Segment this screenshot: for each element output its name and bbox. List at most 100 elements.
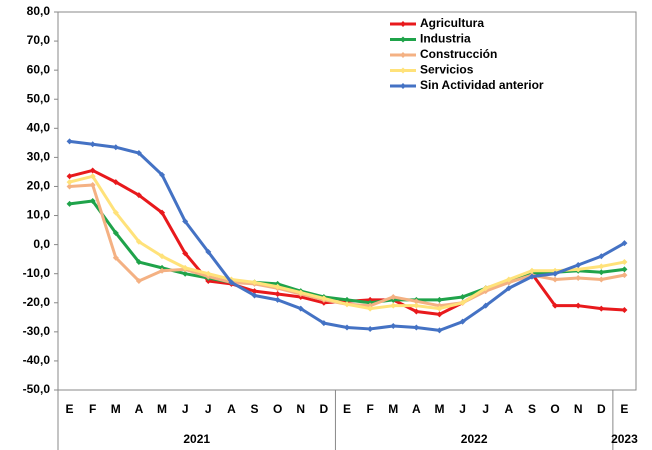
x-tick-label: O [273,402,282,416]
series-marker [390,302,397,309]
series-marker [390,323,397,330]
x-tick-label: J [459,402,466,416]
legend-label: Sin Actividad anterior [420,78,544,92]
series-marker [621,259,628,266]
series-marker [436,296,443,303]
plot-frame [57,11,637,391]
series-marker [135,238,142,245]
y-tick-label: -30,0 [23,324,51,338]
series-marker [552,302,559,309]
x-tick-label: M [388,402,398,416]
x-tick-label: F [366,402,373,416]
series-marker [552,276,559,283]
series-marker [320,320,327,327]
legend-marker [400,67,406,74]
series-marker [598,253,605,260]
series-marker [66,200,73,207]
x-tick-label: A [135,402,144,416]
series-marker [598,263,605,270]
series-marker [89,167,96,174]
series-marker [89,141,96,148]
series-marker [135,277,142,284]
series-marker [459,293,466,300]
x-tick-label: N [574,402,583,416]
series-marker [182,264,189,271]
x-tick-label: D [597,402,606,416]
y-tick-label: 0,0 [33,237,50,251]
y-tick-label: 30,0 [27,150,51,164]
series-marker [320,295,327,302]
series-marker [436,305,443,312]
series-marker [135,150,142,157]
series-marker [182,270,189,277]
series-marker [482,302,489,309]
series-marker [552,270,559,277]
series-marker [159,171,166,178]
series-marker [274,291,281,298]
x-tick-label: E [66,402,74,416]
y-tick-label: 40,0 [27,120,51,134]
legend-label: Agricultura [420,16,484,30]
series-marker [66,173,73,180]
series-marker [112,144,119,151]
series-marker [344,301,350,308]
series-marker [575,275,582,282]
legend-marker [400,21,406,27]
series-marker [112,254,119,261]
series-marker [66,179,73,186]
series-marker [436,311,443,318]
series-marker [135,259,142,266]
series-marker [598,305,605,312]
y-tick-label: 70,0 [27,33,51,47]
x-group-label: 2023 [611,432,638,446]
x-tick-label: O [550,402,559,416]
y-tick-label: -40,0 [23,353,51,367]
y-tick-label: -50,0 [23,382,51,396]
y-tick-label: 60,0 [27,62,51,76]
series-marker [459,299,466,306]
series-marker [89,182,96,189]
x-tick-label: S [528,402,536,416]
series-marker [598,269,605,276]
series-marker [598,276,605,283]
x-tick-label: J [205,402,212,416]
series-marker [274,283,281,290]
series-marker [251,292,258,299]
legend-label: Servicios [420,63,474,77]
series-marker [390,293,397,300]
series-marker [505,285,512,292]
series-marker [297,289,304,296]
series-marker [575,266,582,273]
series-marker [159,267,166,274]
series-marker [528,273,535,280]
series-marker [251,279,258,286]
x-tick-label: M [111,402,121,416]
x-tick-label: J [482,402,489,416]
series-marker [205,248,212,255]
x-tick-label: E [343,402,351,416]
series-marker [367,305,374,312]
series-marker [159,253,166,260]
series-marker [66,138,73,145]
series-marker [159,209,166,216]
legend-label: Industria [420,32,471,46]
x-tick-label: J [182,402,189,416]
y-tick-label: 80,0 [27,4,51,18]
x-tick-label: A [505,402,514,416]
series-marker [413,308,420,315]
x-tick-label: M [434,402,444,416]
series-marker [112,179,119,186]
series-marker [274,296,281,303]
series-marker [89,198,96,204]
series-marker [621,272,628,279]
series-marker [621,240,628,247]
series-marker [413,302,420,309]
y-tick-label: 50,0 [27,91,51,105]
y-tick-label: 10,0 [27,208,51,222]
series-marker [459,318,466,325]
x-tick-label: E [620,402,628,416]
x-tick-label: M [157,402,167,416]
legend-marker [400,52,406,58]
x-tick-label: N [296,402,305,416]
series-marker [413,298,420,305]
